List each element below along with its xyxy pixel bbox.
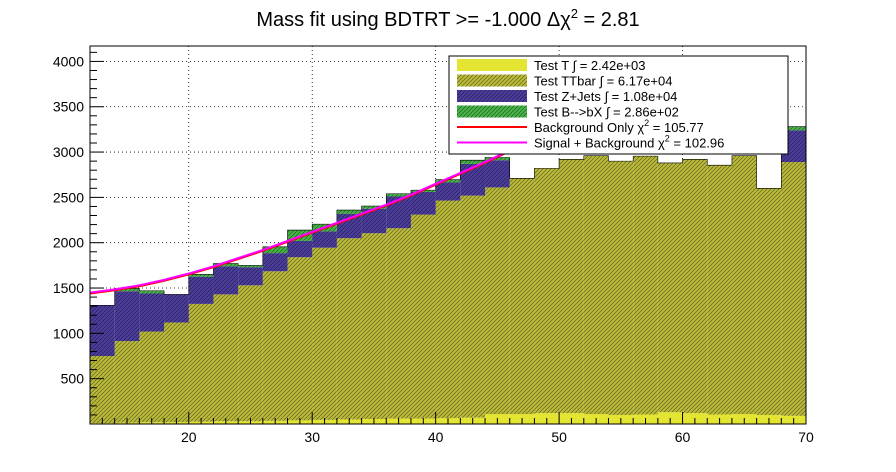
chart-title: Mass fit using BDTRT >= -1.000 Δχ2 = 2.8… [256,6,639,31]
stacked-bars [89,126,806,424]
legend-fit-value: = 102.96 [670,136,725,151]
bar-hatch-1-1 [114,341,140,423]
bar-hatch-2-9 [312,231,337,248]
stack-outline [89,126,806,424]
x-tick-label: 20 [181,429,197,445]
bar-hatch-2-3 [164,294,189,323]
bar-hatch-1-27 [756,188,782,415]
legend-label-0: Test T ∫ = 2.42e+03 [534,58,646,73]
fit-curves [89,137,535,295]
bar-hatch-1-21 [608,161,634,415]
legend-swatch-hatch-3 [457,105,527,118]
x-tick-label: 50 [551,429,567,445]
bar-hatch-1-8 [287,257,313,421]
bar-hatch-2-13 [410,191,436,215]
legend-box [448,55,789,155]
bar-hatch-1-13 [410,214,436,419]
bar-hatch-3-11 [361,205,387,209]
bar-hatch-2-16 [485,160,510,188]
bar-hatch-1-4 [188,303,214,422]
bar-hatch-3-6 [238,265,263,268]
legend-label-3: Test B-->bX ∫ = 2.86e+02 [534,105,679,120]
bar-hatch-2-8 [287,240,313,258]
bar-hatch-3-16 [485,157,510,161]
bar-hatch-2-14 [435,182,461,201]
legend-swatch-0 [457,59,527,71]
y-tick-label: 2500 [53,189,84,205]
y-tick-label: 1500 [53,280,84,296]
bar-hatch-1-25 [707,165,732,415]
bar-hatch-2-5 [213,266,239,295]
legend-fit-value: = 105.77 [649,120,704,135]
bar-hatch-3-5 [213,263,239,267]
bar-hatch-1-24 [682,159,708,414]
y-tick-label: 2000 [53,235,84,251]
bar-hatch-1-14 [435,200,461,419]
bar-hatch-2-4 [188,276,214,304]
chart-title-tail: = 2.81 [578,9,640,31]
bar-hatch-3-2 [139,290,165,294]
legend-label-1: Test TTbar ∫ = 6.17e+04 [534,74,672,89]
y-tick-label: 3000 [53,144,84,160]
y-tick-label: 1000 [53,325,84,341]
chart-title-main: Mass fit using BDTRT >= -1.000 Δχ [256,9,571,31]
bar-hatch-1-6 [238,285,263,422]
bar-hatch-2-6 [238,267,263,286]
bar-hatch-3-4 [188,274,214,277]
bar-hatch-1-3 [164,322,189,423]
bar-hatch-1-11 [361,233,387,420]
bar-hatch-1-12 [386,228,411,419]
bar-hatch-3-15 [460,160,486,164]
bar-hatch-1-2 [139,331,165,423]
bar-hatch-1-7 [262,271,288,421]
bar-hatch-1-26 [731,155,757,415]
bar-hatch-2-12 [386,196,411,229]
legend-fit-label-1: Signal + Background χ2 = 102.96 [534,134,724,151]
bar-hatch-2-2 [139,293,165,332]
bar-hatch-1-0 [90,356,115,424]
bar-hatch-2-0 [90,305,115,357]
bar-hatch-2-7 [262,253,288,272]
x-tick-label: 30 [304,429,320,445]
legend-fit-sup: 2 [665,134,670,144]
bar-hatch-3-7 [262,246,288,254]
bar-hatch-1-22 [633,156,658,415]
legend-fit-label-0: Background Only χ2 = 105.77 [534,118,704,135]
bar-hatch-1-19 [559,159,584,414]
bar-hatch-1-5 [213,294,239,422]
x-tick-label: 60 [675,429,691,445]
bar-hatch-1-20 [583,155,609,415]
bar-hatch-1-9 [312,247,337,420]
legend-fit-sup: 2 [644,118,649,128]
legend-swatch-hatch-2 [457,90,527,102]
bar-hatch-3-12 [386,193,411,197]
bar-hatch-3-10 [336,210,362,214]
y-tick-label: 500 [61,371,85,387]
bar-hatch-1-18 [534,168,560,414]
legend-swatch-hatch-1 [457,74,527,87]
bar-hatch-1-10 [336,238,362,420]
bar-hatch-1-16 [485,187,510,415]
bar-hatch-3-14 [435,179,461,183]
bar-hatch-1-17 [509,178,535,415]
chart-title-sup: 2 [571,6,578,21]
bar-hatch-3-1 [114,288,140,292]
legend-label-2: Test Z+Jets ∫ = 1.08e+04 [534,89,677,104]
x-tick-label: 40 [428,429,444,445]
legend-fit-name: Signal + Background χ [534,136,665,151]
y-tick-label: 4000 [53,53,84,69]
bar-hatch-1-15 [460,195,486,418]
legend-fit-name: Background Only χ [534,120,644,135]
axes: 20 30 40 50 60 70 500 1000 1500 2000 2500 3000 3500 4… [53,51,814,445]
bar-hatch-2-1 [114,291,140,342]
fit-curve-1 [89,137,535,294]
bar-hatch-1-23 [657,162,683,413]
y-tick-label: 3500 [53,99,84,115]
bar-hatch-1-28 [781,162,806,416]
bar-hatch-3-28 [781,126,806,131]
x-tick-label: 70 [798,429,814,445]
